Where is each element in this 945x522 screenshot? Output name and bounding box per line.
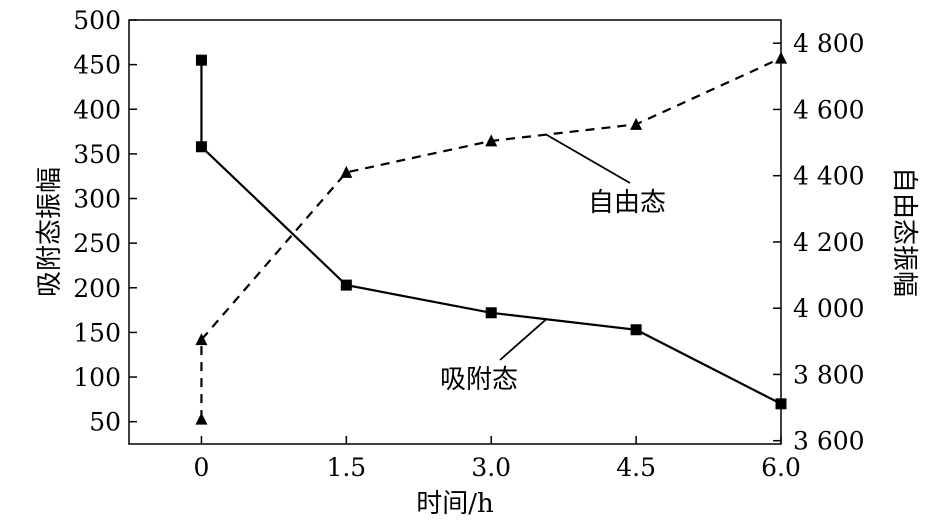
leader-line-adsorbed-state <box>499 318 547 361</box>
series-lines <box>200 57 782 420</box>
left-tick-label: 500 <box>73 6 121 35</box>
left-tick-label: 50 <box>89 408 121 437</box>
right-tick-label: 3 800 <box>793 360 865 389</box>
left-tick-label: 250 <box>73 229 121 258</box>
right-axis-ticks: 3 600 3 800 4 000 4 200 4 400 4 600 4 800 <box>773 29 865 456</box>
left-axis-ticks: 50 100 150 200 250 300 350 400 450 500 <box>73 6 137 437</box>
data-point-free <box>195 412 208 425</box>
x-tick-label: 3.0 <box>471 453 511 482</box>
right-tick-label: 3 600 <box>793 427 865 456</box>
annotation-free-state: 自由态 <box>588 188 666 218</box>
data-point-adsorbed <box>775 398 787 410</box>
left-tick-label: 100 <box>73 363 121 392</box>
annotation-adsorbed-state: 吸附态 <box>440 365 518 395</box>
left-tick-label: 300 <box>73 185 121 214</box>
x-tick-label: 1.5 <box>326 453 366 482</box>
data-point-free <box>485 134 498 147</box>
annotation-leaders <box>499 133 631 361</box>
left-tick-label: 400 <box>73 95 121 124</box>
x-tick-label: 4.5 <box>616 453 656 482</box>
left-tick-label: 150 <box>73 318 121 347</box>
x-tick-label: 6.0 <box>761 453 801 482</box>
data-point-adsorbed <box>195 141 207 153</box>
data-point-free <box>340 165 353 178</box>
data-point-adsorbed <box>195 54 207 66</box>
x-axis-title: 时间/h <box>416 489 494 519</box>
left-tick-label: 200 <box>73 274 121 303</box>
left-tick-label: 450 <box>73 51 121 80</box>
series-markers <box>195 51 787 425</box>
data-point-adsorbed <box>485 307 497 319</box>
leader-line-free-state <box>545 133 631 184</box>
data-point-free <box>195 333 208 346</box>
plot-frame <box>128 19 782 445</box>
right-axis-title: 自由态振幅 <box>889 167 919 297</box>
data-point-adsorbed <box>630 324 642 336</box>
series-line-free <box>200 57 782 420</box>
right-tick-label: 4 600 <box>793 95 865 124</box>
right-tick-label: 4 200 <box>793 228 865 257</box>
data-point-free <box>630 117 643 130</box>
left-axis-title: 吸附态振幅 <box>35 167 65 297</box>
left-tick-label: 350 <box>73 140 121 169</box>
x-tick-label: 0 <box>193 453 209 482</box>
data-point-adsorbed <box>340 279 352 291</box>
x-axis-ticks: 0 1.5 3.0 4.5 6.0 <box>193 436 801 482</box>
right-tick-label: 4 800 <box>793 29 865 58</box>
series-line-adsorbed <box>200 60 782 405</box>
data-point-free <box>775 51 787 64</box>
right-tick-label: 4 000 <box>793 294 865 323</box>
right-tick-label: 4 400 <box>793 162 865 191</box>
